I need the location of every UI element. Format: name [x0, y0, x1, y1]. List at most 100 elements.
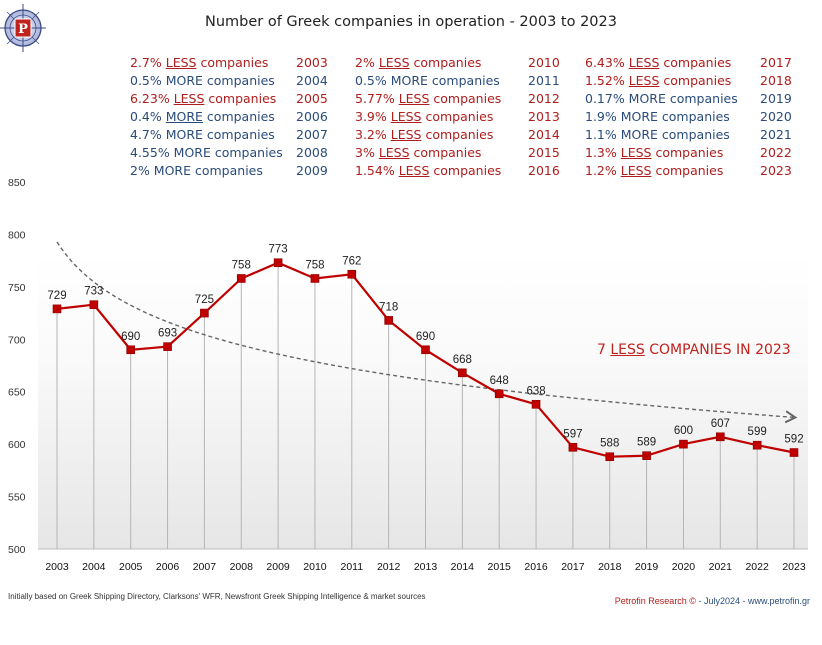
x-tick-label: 2004: [82, 561, 106, 573]
data-point: [642, 451, 651, 460]
data-label: 733: [84, 286, 103, 298]
change-note-year: 2017: [760, 55, 792, 70]
x-tick-label: 2005: [119, 561, 143, 573]
data-point: [163, 342, 172, 351]
data-point: [384, 316, 393, 325]
y-tick-label: 850: [8, 177, 26, 189]
source-note: Initially based on Greek Shipping Direct…: [8, 592, 426, 601]
change-note-text: 1.1% MORE companies: [585, 127, 730, 142]
data-label: 592: [784, 434, 803, 446]
data-point: [531, 399, 541, 409]
x-tick-label: 2020: [672, 561, 696, 573]
x-tick-label: 2003: [45, 561, 69, 573]
change-note-text: 1.54% LESS companies: [355, 163, 502, 178]
credit-brand: Petrofin Research ©: [614, 596, 696, 606]
data-point: [89, 300, 99, 309]
change-note-year: 2010: [528, 55, 560, 70]
data-label: 597: [563, 428, 582, 440]
x-tick-label: 2017: [561, 561, 585, 573]
data-label: 589: [637, 437, 656, 449]
data-point: [715, 432, 725, 442]
x-tick-label: 2019: [635, 561, 659, 573]
change-note-text: 2% LESS companies: [355, 55, 482, 70]
svg-text:P: P: [18, 22, 28, 37]
x-tick-label: 2018: [598, 561, 622, 573]
x-tick-label: 2023: [782, 561, 806, 573]
change-note-year: 2011: [528, 73, 560, 88]
data-point: [789, 448, 799, 457]
change-note-text: 6.23% LESS companies: [130, 91, 277, 106]
data-label: 718: [379, 301, 398, 313]
x-tick-label: 2015: [488, 561, 512, 573]
change-note-year: 2008: [296, 145, 328, 160]
change-note-year: 2013: [528, 109, 560, 124]
change-note-year: 2012: [528, 91, 560, 106]
data-point: [236, 274, 246, 283]
change-note-year: 2018: [760, 73, 792, 88]
data-point: [310, 274, 320, 283]
data-label: 648: [490, 375, 509, 387]
data-label: 729: [47, 290, 66, 302]
data-point: [458, 368, 467, 378]
data-label: 638: [526, 385, 545, 397]
data-label: 588: [600, 438, 619, 450]
data-label: 762: [342, 255, 361, 267]
change-note-year: 2021: [760, 127, 792, 142]
change-note-text: 2% MORE companies: [130, 163, 263, 178]
data-label: 773: [269, 244, 288, 256]
data-point: [568, 442, 578, 452]
change-note-year: 2023: [760, 163, 792, 178]
change-note-text: 3% LESS companies: [355, 145, 482, 160]
x-tick-label: 2009: [266, 561, 290, 573]
change-note-year: 2007: [296, 127, 328, 142]
change-note-year: 2015: [528, 145, 560, 160]
change-note-text: 0.4% MORE companies: [130, 109, 275, 124]
change-note-text: 1.9% MORE companies: [585, 109, 730, 124]
data-point: [752, 440, 762, 450]
data-point: [52, 304, 62, 314]
data-point: [679, 439, 688, 449]
annotation-callout: 7 LESS COMPANIES IN 2023: [597, 342, 791, 358]
x-tick-label: 2021: [709, 561, 733, 573]
y-tick-label: 700: [8, 334, 26, 346]
petrofin-logo: P: [0, 4, 46, 52]
data-label: 758: [232, 259, 251, 271]
data-point: [273, 258, 283, 268]
change-note-year: 2006: [296, 109, 328, 124]
x-tick-label: 2014: [451, 561, 475, 573]
data-label: 725: [195, 294, 214, 306]
y-tick-label: 500: [8, 544, 26, 556]
credit-rest: - July2024 - www.petrofin.gr: [695, 596, 810, 606]
data-label: 599: [748, 426, 767, 438]
change-note-text: 0.17% MORE companies: [585, 91, 738, 106]
chart-title: Number of Greek companies in operation -…: [204, 14, 617, 30]
y-tick-label: 550: [8, 492, 26, 504]
data-label: 758: [305, 259, 324, 271]
x-tick-label: 2011: [341, 561, 364, 573]
change-note-year: 2019: [760, 91, 792, 106]
change-note-text: 5.77% LESS companies: [355, 91, 502, 106]
change-note-text: 1.52% LESS companies: [585, 73, 732, 88]
x-tick-label: 2006: [156, 561, 180, 573]
change-note-text: 3.9% LESS companies: [355, 109, 494, 124]
change-note-text: 2.7% LESS companies: [130, 55, 269, 70]
change-note-year: 2016: [528, 163, 560, 178]
data-label: 690: [416, 331, 435, 343]
change-note-year: 2009: [296, 163, 328, 178]
data-label: 668: [453, 354, 472, 366]
change-note-text: 0.5% MORE companies: [355, 73, 500, 88]
x-tick-label: 2013: [414, 561, 438, 573]
data-point: [421, 345, 430, 355]
data-label: 607: [711, 418, 730, 430]
plot-background: [38, 252, 808, 549]
change-note-year: 2020: [760, 109, 792, 124]
x-tick-label: 2010: [303, 561, 327, 573]
y-tick-label: 650: [8, 387, 26, 399]
change-note-year: 2004: [296, 73, 328, 88]
x-tick-label: 2022: [745, 561, 769, 573]
y-tick-label: 600: [8, 439, 26, 451]
data-point: [200, 308, 209, 318]
change-note-year: 2014: [528, 127, 560, 142]
credit-line: Petrofin Research © - July2024 - www.pet…: [615, 596, 810, 606]
x-tick-label: 2008: [230, 561, 254, 573]
